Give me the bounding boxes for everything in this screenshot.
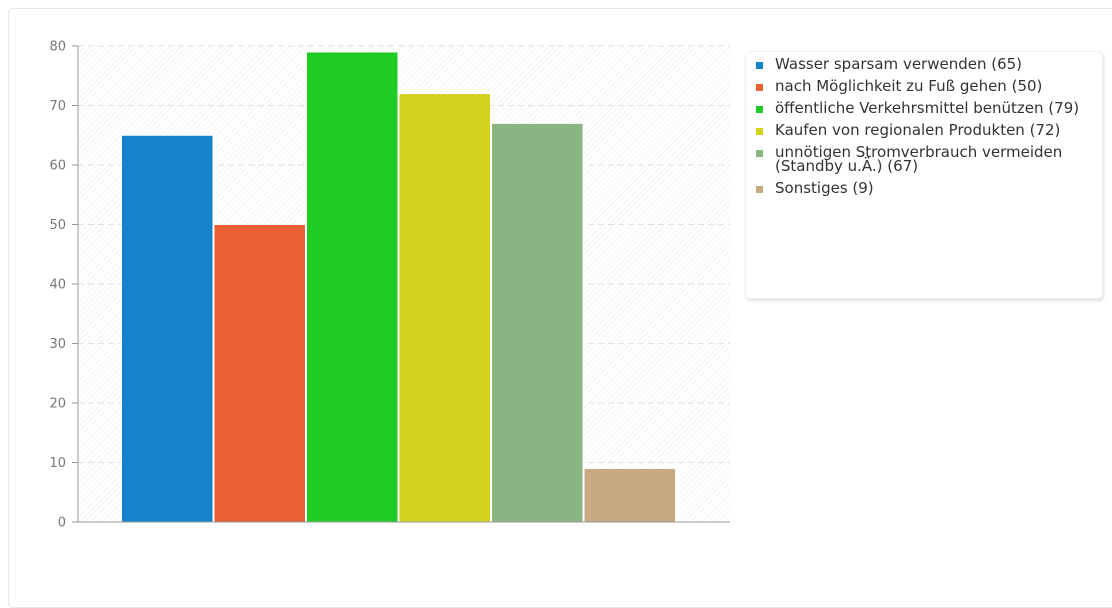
- legend: Wasser sparsam verwenden (65) nach Möglic…: [745, 51, 1103, 299]
- legend-swatch: [756, 84, 763, 91]
- legend-label: öffentliche Verkehrsmittel benützen (79): [775, 99, 1080, 117]
- y-tick-label: 70: [49, 99, 66, 114]
- bar[interactable]: [491, 122, 584, 523]
- chart-card: 0 10 20 30 40 50 60 70 80 Wasser sparsam verwend…: [8, 8, 1112, 608]
- legend-label: Wasser sparsam verwenden (65): [775, 55, 1023, 73]
- legend-item[interactable]: Wasser sparsam verwenden (65): [756, 55, 1105, 73]
- legend-swatch: [756, 62, 763, 69]
- y-tick-label: 30: [49, 337, 66, 352]
- bar[interactable]: [583, 467, 676, 523]
- legend-swatch: [756, 150, 763, 157]
- legend-label: unnötigen Stromverbrauch vermeiden (Stan…: [775, 143, 1063, 175]
- legend-label: nach Möglichkeit zu Fuß gehen (50): [775, 77, 1043, 95]
- legend-item[interactable]: nach Möglichkeit zu Fuß gehen (50): [756, 77, 1105, 95]
- bar[interactable]: [398, 93, 491, 523]
- legend-item[interactable]: Sonstiges (9): [756, 179, 1105, 197]
- bar[interactable]: [306, 51, 399, 523]
- bar[interactable]: [213, 224, 306, 523]
- legend-swatch: [756, 186, 763, 193]
- legend-swatch: [756, 106, 763, 113]
- bar[interactable]: [121, 134, 214, 523]
- y-tick-label: 0: [58, 516, 66, 531]
- axes: 0 10 20 30 40 50 60 70 80: [49, 40, 730, 531]
- bars: [121, 51, 676, 523]
- bar-chart: 0 10 20 30 40 50 60 70 80: [49, 40, 730, 531]
- y-tick-label: 60: [49, 159, 66, 174]
- legend-item[interactable]: öffentliche Verkehrsmittel benützen (79): [756, 99, 1105, 117]
- y-tick-label: 40: [49, 278, 66, 293]
- y-tick-label: 20: [49, 397, 66, 412]
- legend-item[interactable]: Kaufen von regionalen Produkten (72): [756, 121, 1105, 139]
- legend-label: Sonstiges (9): [775, 179, 874, 197]
- y-tick-label: 10: [49, 456, 66, 471]
- legend-label: Kaufen von regionalen Produkten (72): [775, 121, 1061, 139]
- legend-swatch: [756, 128, 763, 135]
- legend-item[interactable]: unnötigen Stromverbrauch vermeiden (Stan…: [756, 143, 1105, 175]
- y-tick-label: 50: [49, 218, 66, 233]
- y-tick-label: 80: [49, 40, 66, 55]
